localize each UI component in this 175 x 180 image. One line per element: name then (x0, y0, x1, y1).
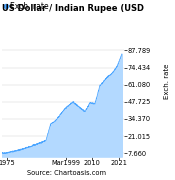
Legend: Exch. rate: Exch. rate (4, 2, 49, 11)
Text: Exch. rate: Exch. rate (164, 63, 170, 99)
Text: US Dollar / Indian Rupee (USD: US Dollar / Indian Rupee (USD (2, 4, 144, 13)
Text: Source: Chartoasis.com: Source: Chartoasis.com (27, 170, 106, 176)
